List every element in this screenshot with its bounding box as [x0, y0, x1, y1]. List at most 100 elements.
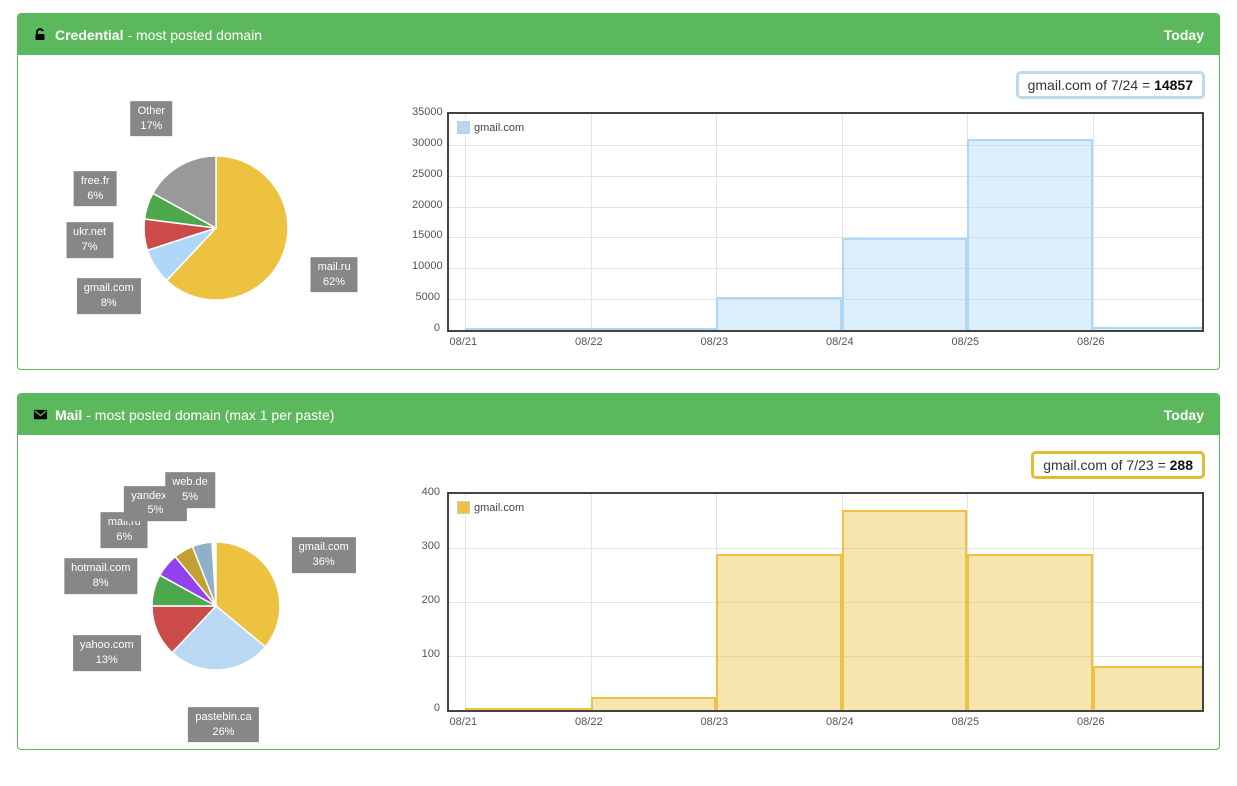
y-tick-label: 30000 — [412, 136, 443, 149]
bar[interactable] — [841, 238, 968, 330]
bar[interactable] — [465, 327, 591, 330]
gridline — [449, 175, 1202, 177]
x-tick-label: 08/22 — [575, 336, 603, 348]
bar-chart-credential[interactable]: gmail.com 0 5000 10000 15000 20000 25000 30000 3… — [412, 106, 1204, 356]
hover-value-callout: gmail.com of 7/23 = 288 — [1031, 451, 1205, 479]
y-tick-label: 400 — [421, 486, 440, 498]
gridline — [1092, 114, 1094, 330]
x-tick-label: 08/26 — [1077, 336, 1105, 348]
y-tick-label: 15000 — [412, 229, 443, 242]
gridline — [449, 268, 1202, 270]
gridline — [449, 656, 1202, 657]
pie-chart-mail[interactable]: gmail.com 36% pastebin.ca 26% yahoo.com 13% ho… — [18, 435, 418, 749]
pie-slice[interactable] — [151, 155, 217, 230]
panel-mail: Mail - most posted domain (max 1 per pas… — [17, 393, 1220, 750]
bar-chart-mail[interactable]: gmail.com 0 100 200 300 400 08/21 08/22 08/23 08/… — [412, 486, 1204, 736]
chart-legend: gmail.com — [454, 119, 528, 136]
callout-value: 14857 — [1154, 77, 1193, 93]
callout-text: gmail.com of 7/24 = — [1027, 77, 1155, 93]
pie-slice-label: free.fr 6% — [73, 170, 117, 207]
mail-icon — [33, 407, 48, 422]
gridline — [841, 114, 843, 330]
panel-credential-header: Credential - most posted domain Today — [18, 14, 1219, 55]
pie-slice-label: ukr.net 7% — [66, 222, 114, 258]
panel-mail-body: gmail.com of 7/23 = 288 gmail.com 36% past… — [18, 435, 1219, 749]
bar[interactable] — [967, 554, 1093, 710]
gridline — [449, 144, 1202, 146]
legend-label: gmail.com — [474, 121, 525, 134]
today-badge[interactable]: Today — [1163, 406, 1204, 423]
pie-slice[interactable] — [171, 604, 267, 671]
pie-slice-label: gmail.com 36% — [291, 537, 356, 574]
x-tick-label: 08/24 — [826, 716, 854, 728]
y-tick-label: 100 — [421, 648, 440, 660]
bar[interactable] — [590, 697, 717, 710]
y-tick-label: 10000 — [412, 260, 443, 273]
pie-slice-label: hotmail.com 8% — [64, 558, 138, 595]
y-tick-label: 200 — [421, 594, 440, 606]
pie-slice[interactable] — [191, 541, 217, 607]
pie-slice[interactable] — [165, 155, 289, 301]
plot-area[interactable]: gmail.com — [447, 492, 1204, 712]
panel-title: Mail — [55, 406, 83, 423]
x-tick-label: 08/25 — [951, 336, 980, 348]
bar[interactable] — [967, 139, 1093, 330]
gridline — [449, 602, 1202, 603]
chart-legend: gmail.com — [454, 499, 528, 516]
x-tick-label: 08/21 — [449, 716, 478, 728]
gridline — [449, 206, 1202, 208]
y-tick-label: 300 — [421, 540, 440, 552]
pie-slice-label: web.de 5% — [165, 472, 215, 508]
panel-subtitle: - most posted domain — [127, 26, 263, 43]
gridline — [449, 299, 1202, 301]
hover-value-callout: gmail.com of 7/24 = 14857 — [1015, 71, 1205, 99]
legend-label: gmail.com — [474, 501, 525, 514]
x-tick-label: 08/26 — [1077, 716, 1105, 728]
pie-slice-label: yahoo.com 13% — [72, 635, 141, 672]
bar[interactable] — [1092, 665, 1202, 710]
x-tick-label: 08/23 — [700, 716, 729, 728]
x-tick-label: 08/24 — [826, 336, 854, 348]
x-tick-label: 08/23 — [700, 336, 729, 348]
bar[interactable] — [590, 328, 717, 330]
y-tick-label: 5000 — [415, 291, 440, 304]
legend-swatch — [457, 121, 470, 134]
y-tick-label: 0 — [433, 702, 440, 714]
x-tick-label: 08/25 — [951, 716, 980, 728]
gridline — [590, 114, 592, 330]
pie-slice-label: pastebin.ca 26% — [188, 706, 259, 743]
pie-slice-label: Other 17% — [130, 100, 173, 137]
panel-title: Credential — [55, 26, 124, 43]
gridline — [1092, 494, 1094, 710]
x-tick-label: 08/21 — [449, 336, 478, 348]
panel-subtitle: - most posted domain (max 1 per paste) — [86, 406, 335, 423]
bar[interactable] — [716, 296, 842, 330]
pie-slice[interactable] — [215, 541, 281, 648]
unlock-icon — [33, 27, 48, 42]
bar[interactable] — [465, 707, 591, 710]
x-tick-label: 08/22 — [575, 716, 603, 728]
panel-credential: Credential - most posted domain Today gm… — [17, 13, 1220, 370]
plot-area[interactable]: gmail.com — [447, 112, 1204, 332]
gridline — [465, 114, 467, 330]
bar[interactable] — [841, 510, 968, 710]
panel-mail-header: Mail - most posted domain (max 1 per pas… — [18, 394, 1219, 435]
gridline — [449, 237, 1202, 239]
panel-credential-body: gmail.com of 7/24 = 14857 mail.ru 62% gmai… — [18, 55, 1219, 369]
callout-value: 288 — [1169, 457, 1193, 473]
bar[interactable] — [716, 554, 842, 710]
gridline — [449, 548, 1202, 549]
today-badge[interactable]: Today — [1163, 26, 1204, 43]
bar[interactable] — [1092, 327, 1202, 330]
gridline — [716, 114, 718, 330]
y-tick-label: 35000 — [412, 106, 443, 118]
gridline — [590, 494, 592, 710]
pie-slice-label: mail.ru 62% — [310, 256, 358, 293]
pie-slice-label: gmail.com 8% — [76, 278, 141, 314]
y-tick-label: 25000 — [412, 167, 443, 180]
y-tick-label: 0 — [433, 322, 440, 334]
gridline — [465, 494, 467, 710]
pie-chart-credential[interactable]: mail.ru 62% gmail.com 8% ukr.net 7% free.fr 6% O… — [18, 55, 418, 369]
y-tick-label: 20000 — [412, 198, 443, 211]
